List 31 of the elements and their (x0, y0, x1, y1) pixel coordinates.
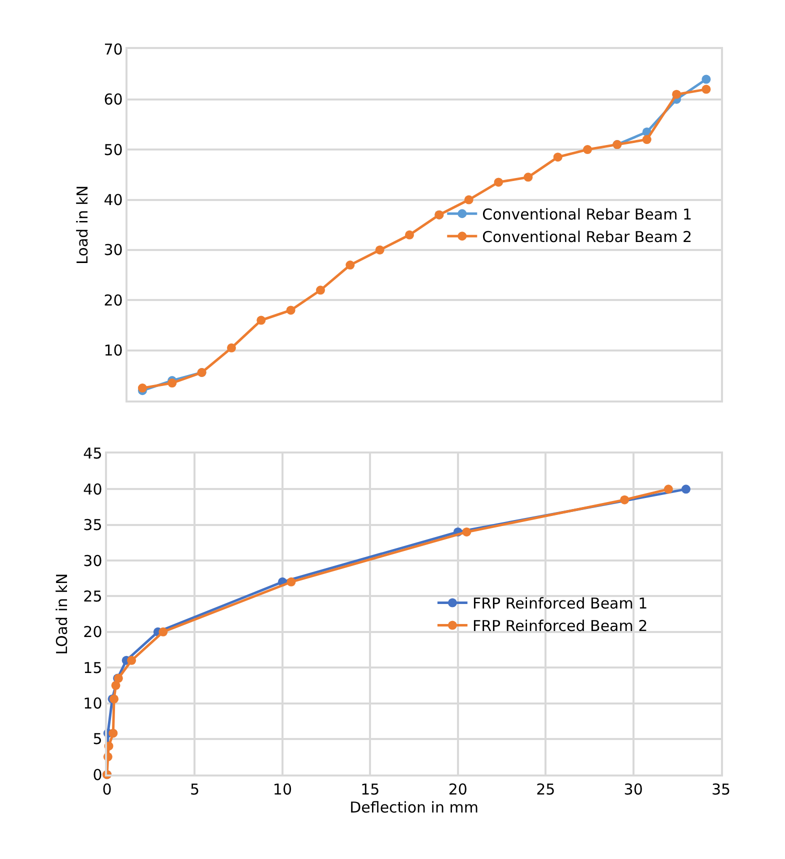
y-axis-title: Load in kN (74, 185, 92, 264)
x-axis-title: Deflection in mm (350, 798, 478, 816)
y-tick-label: 10 (83, 694, 102, 713)
y-tick-label: 30 (104, 241, 123, 260)
y-tick-label: 45 (83, 444, 102, 463)
y-tick-label: 5 (92, 730, 102, 748)
y-tick-label: 15 (83, 658, 102, 677)
y-tick-label: 25 (83, 587, 102, 606)
y-tick-label: 20 (104, 291, 123, 310)
x-tick-label: 35 (712, 780, 731, 798)
legend-label: Conventional Rebar Beam 2 (482, 228, 692, 246)
y-axis-title: LOad in kN (52, 573, 71, 655)
y-tick-label: 30 (83, 552, 102, 570)
x-tick-label: 20 (448, 780, 468, 798)
y-tick-label: 60 (104, 90, 123, 109)
y-tick-label: 10 (104, 342, 123, 360)
x-tick-label: 5 (190, 780, 200, 798)
y-tick-label: 40 (104, 191, 123, 210)
x-tick-label: 10 (272, 780, 292, 798)
y-tick-label: 40 (83, 480, 102, 498)
y-tick-label: 20 (83, 623, 102, 642)
legend-label: Conventional Rebar Beam 1 (482, 205, 692, 224)
x-tick-label: 15 (360, 780, 380, 798)
y-tick-label: 50 (104, 140, 123, 159)
y-tick-label: 70 (104, 40, 123, 58)
y-tick-label: 35 (83, 516, 102, 534)
legend-label: FRP Reinforced Beam 2 (472, 617, 648, 636)
x-tick-label: 30 (624, 780, 643, 798)
legend-label: FRP Reinforced Beam 1 (472, 594, 648, 613)
x-tick-label: 25 (536, 780, 556, 798)
y-tick-label: 0 (92, 766, 102, 784)
